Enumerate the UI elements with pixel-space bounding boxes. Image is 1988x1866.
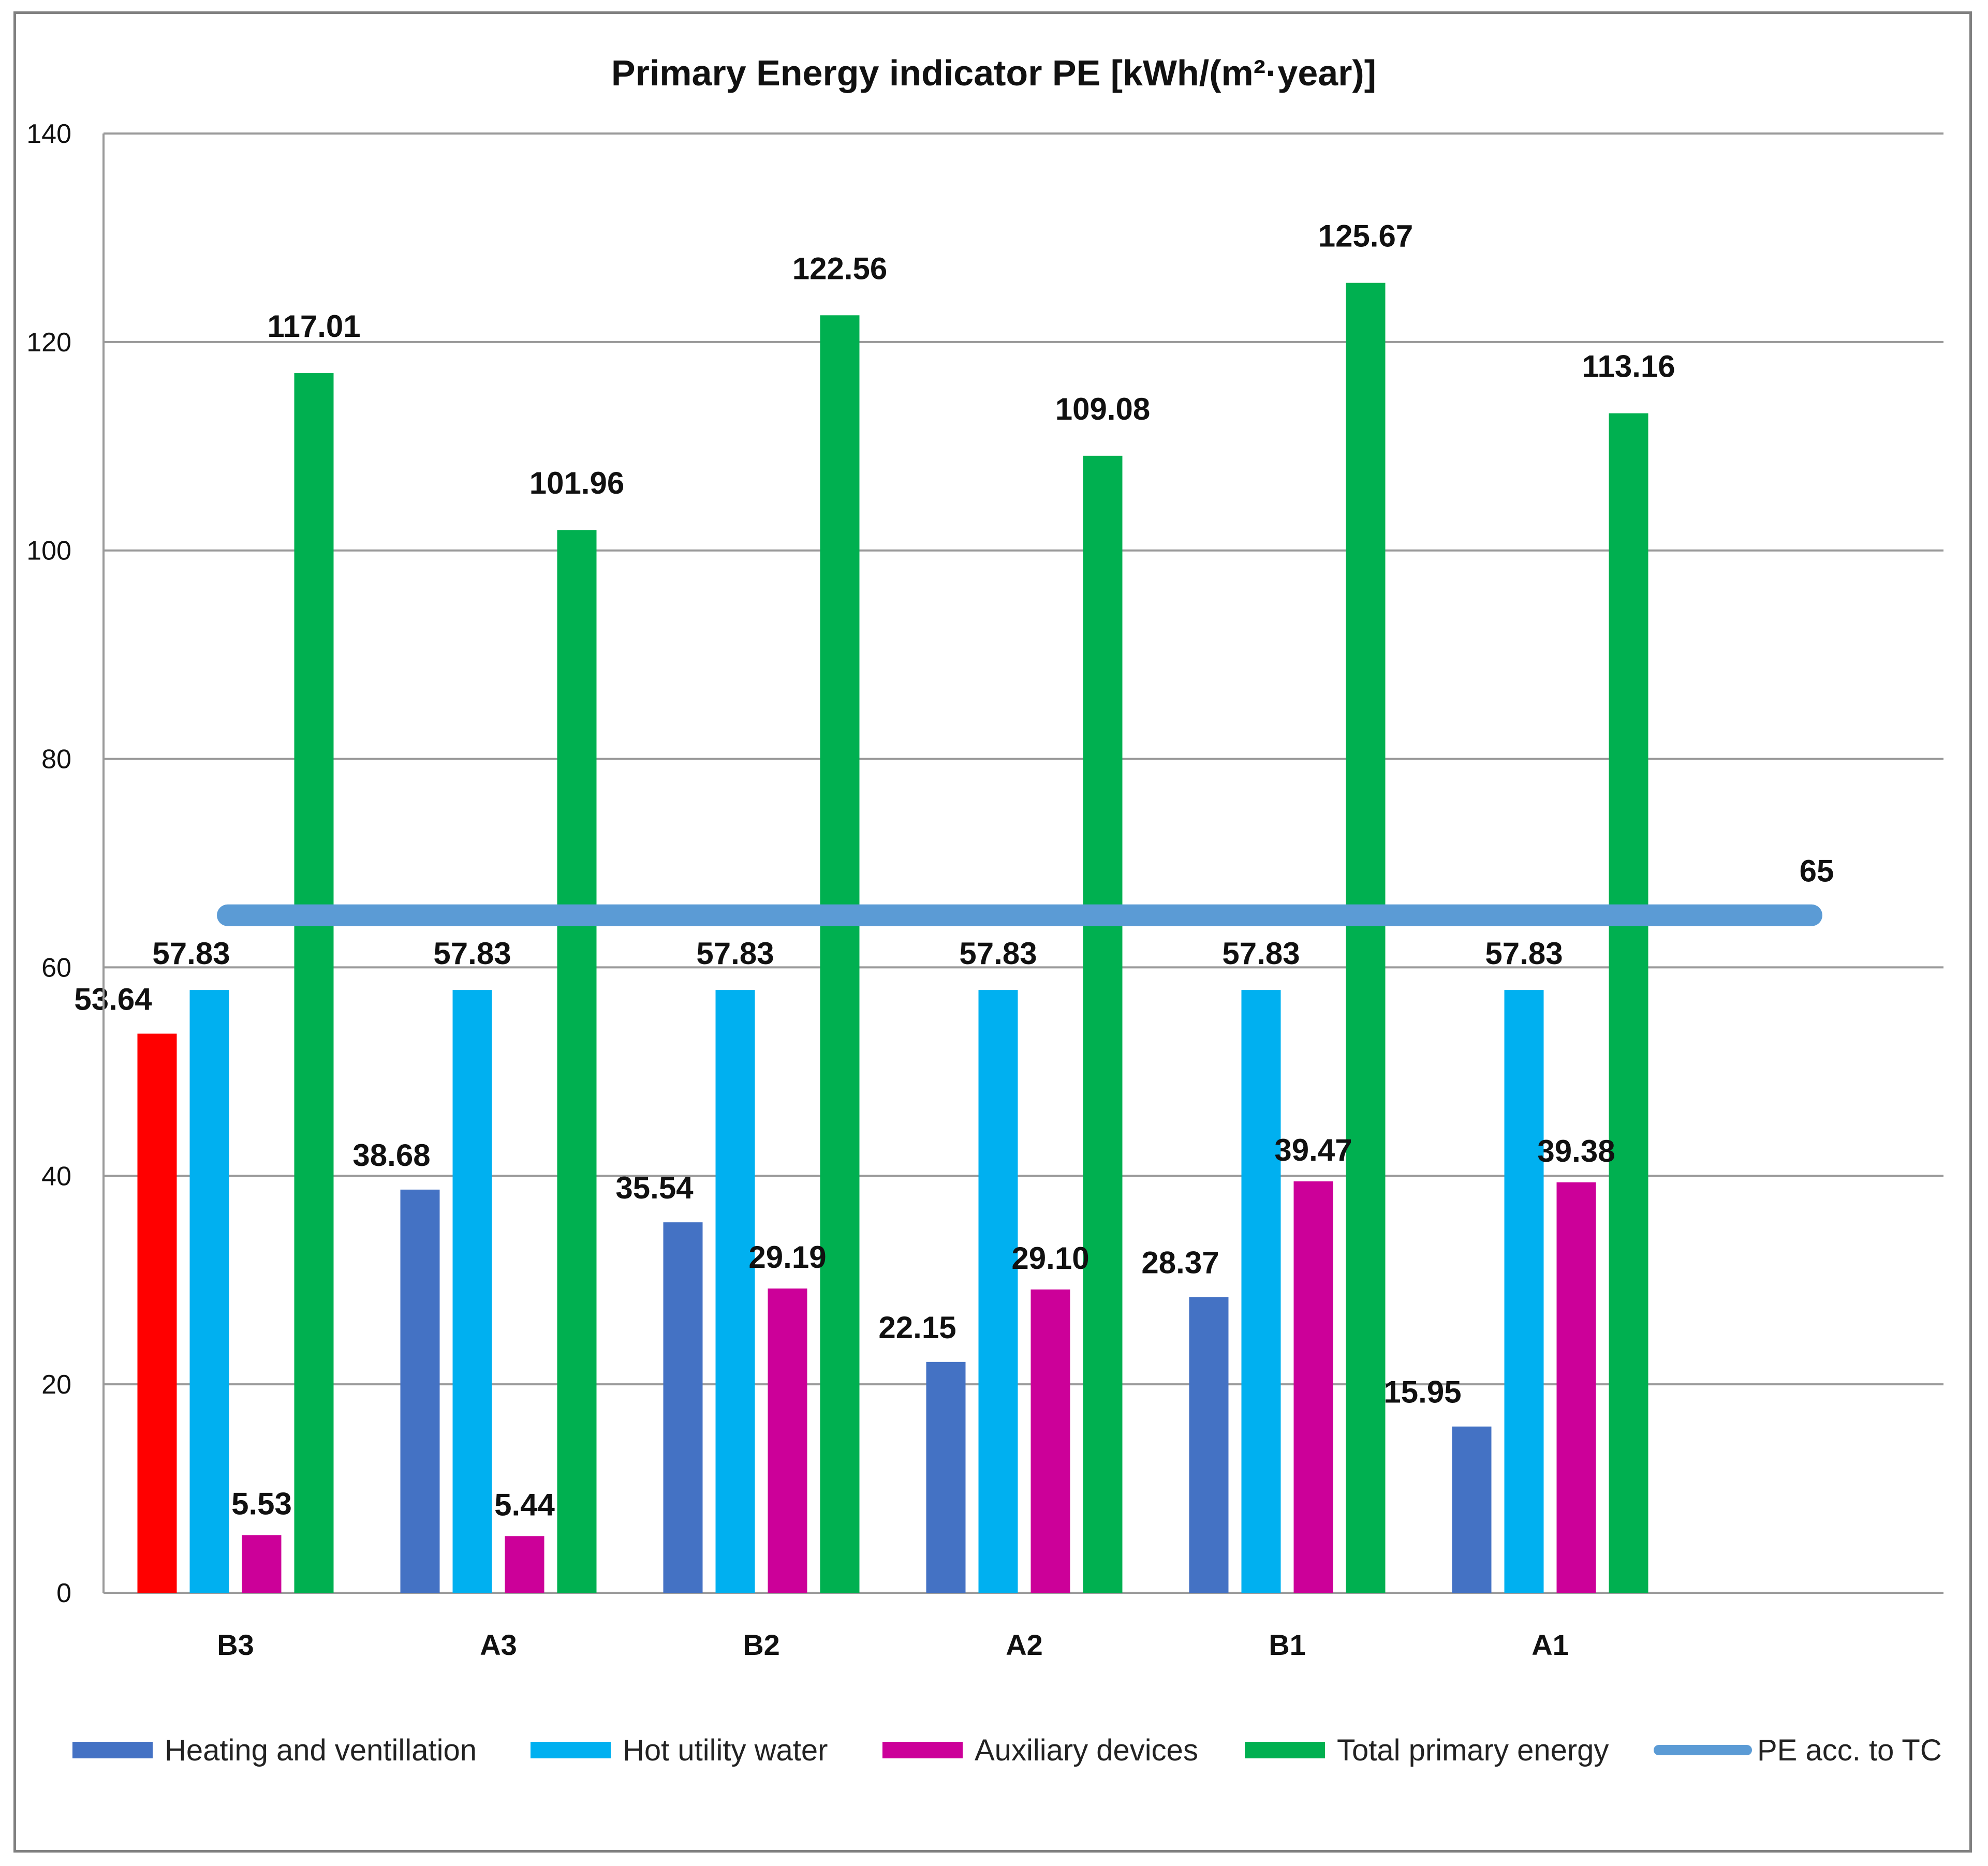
x-tick-label: A1 xyxy=(1532,1628,1569,1661)
bar-a2-hot-utility-water xyxy=(978,990,1018,1593)
data-label: 57.83 xyxy=(152,936,230,971)
data-label: 29.10 xyxy=(1011,1241,1089,1276)
legend: Heating and ventillation Hot utility wate… xyxy=(72,1734,1942,1767)
y-tick-label: 40 xyxy=(41,1161,71,1191)
bar-a3-total-primary-energy xyxy=(557,530,597,1593)
x-tick-label: A2 xyxy=(1006,1628,1043,1661)
legend-label: Hot utility water xyxy=(623,1734,828,1767)
bar-b3-total-primary-energy xyxy=(294,373,334,1593)
y-tick-label: 120 xyxy=(26,328,71,358)
bar-a1-heating-and-ventillation xyxy=(1452,1426,1492,1593)
data-label: 28.37 xyxy=(1141,1246,1219,1280)
data-label: 15.95 xyxy=(1383,1375,1461,1410)
y-tick-label: 80 xyxy=(41,745,71,775)
bar-b3-heating-and-ventillation xyxy=(137,1033,177,1593)
bar-b2-heating-and-ventillation xyxy=(663,1222,703,1593)
data-label: 57.83 xyxy=(959,936,1037,971)
legend-label: Auxiliary devices xyxy=(975,1734,1198,1767)
legend-swatch-auxiliary-devices xyxy=(882,1742,963,1758)
bar-b1-heating-and-ventillation xyxy=(1189,1297,1229,1593)
data-label: 117.01 xyxy=(267,309,360,344)
x-tick-label: B1 xyxy=(1269,1628,1306,1661)
legend-swatch-total-primary-energy xyxy=(1245,1742,1325,1758)
data-label: 22.15 xyxy=(878,1310,956,1345)
bar-layer xyxy=(137,283,1648,1593)
axis-layer: 0 20 40 60 80 100 120 140 B3 A3 B2 A2 B1 A1 xyxy=(26,119,1569,1661)
bar-a2-auxiliary-devices xyxy=(1030,1289,1070,1593)
chart-title: Primary Energy indicator PE [kWh/(m²·yea… xyxy=(611,53,1376,93)
legend-swatch-hot-utility-water xyxy=(531,1742,611,1758)
legend-swatch-heating-and-ventillation xyxy=(72,1742,153,1758)
data-label: 5.44 xyxy=(494,1487,555,1522)
bar-a3-auxiliary-devices xyxy=(505,1536,544,1593)
data-label: 35.54 xyxy=(615,1171,694,1205)
reference-line-label: 65 xyxy=(1800,854,1834,888)
bar-b2-total-primary-energy xyxy=(820,315,860,1593)
data-label: 101.96 xyxy=(529,466,625,500)
data-label: 125.67 xyxy=(1318,219,1413,254)
bar-a1-hot-utility-water xyxy=(1504,990,1544,1593)
legend-label: PE acc. to TC xyxy=(1757,1734,1942,1767)
y-tick-label: 20 xyxy=(41,1370,71,1400)
y-tick-label: 140 xyxy=(26,119,71,149)
data-label: 113.16 xyxy=(1582,349,1675,384)
bar-b3-auxiliary-devices xyxy=(242,1535,282,1593)
y-tick-label: 60 xyxy=(41,953,71,983)
legend-label: Heating and ventillation xyxy=(165,1734,477,1767)
data-label: 5.53 xyxy=(231,1487,292,1521)
y-tick-label: 0 xyxy=(56,1578,71,1608)
data-label: 57.83 xyxy=(696,936,774,971)
bar-a1-auxiliary-devices xyxy=(1556,1182,1596,1593)
bar-b3-hot-utility-water xyxy=(189,990,229,1593)
bar-b2-hot-utility-water xyxy=(715,990,755,1593)
bar-b1-auxiliary-devices xyxy=(1293,1181,1333,1593)
x-tick-label: B2 xyxy=(743,1628,780,1661)
data-label: 57.83 xyxy=(1485,936,1563,971)
bar-b1-total-primary-energy xyxy=(1346,283,1386,1593)
y-tick-label: 100 xyxy=(26,536,71,566)
data-label: 122.56 xyxy=(792,251,888,286)
data-label: 57.83 xyxy=(433,936,511,971)
bar-a2-total-primary-energy xyxy=(1083,455,1123,1593)
bar-a3-hot-utility-water xyxy=(452,990,492,1593)
data-label: 109.08 xyxy=(1055,392,1151,426)
data-label: 53.64 xyxy=(74,982,152,1017)
data-label: 38.68 xyxy=(352,1138,430,1173)
legend-label: Total primary energy xyxy=(1337,1734,1609,1767)
data-label-layer: 53.6457.835.53117.0138.6857.835.44101.96… xyxy=(74,219,1834,1522)
x-tick-label: A3 xyxy=(480,1628,517,1661)
data-label: 39.38 xyxy=(1537,1134,1615,1168)
bar-b1-hot-utility-water xyxy=(1241,990,1281,1593)
data-label: 57.83 xyxy=(1222,936,1300,971)
data-label: 29.19 xyxy=(748,1240,826,1275)
bar-b2-auxiliary-devices xyxy=(768,1289,807,1593)
x-tick-label: B3 xyxy=(217,1628,254,1661)
data-label: 39.47 xyxy=(1274,1133,1352,1167)
bar-a3-heating-and-ventillation xyxy=(400,1189,440,1593)
bar-a1-total-primary-energy xyxy=(1609,413,1648,1593)
bar-a2-heating-and-ventillation xyxy=(926,1361,966,1593)
